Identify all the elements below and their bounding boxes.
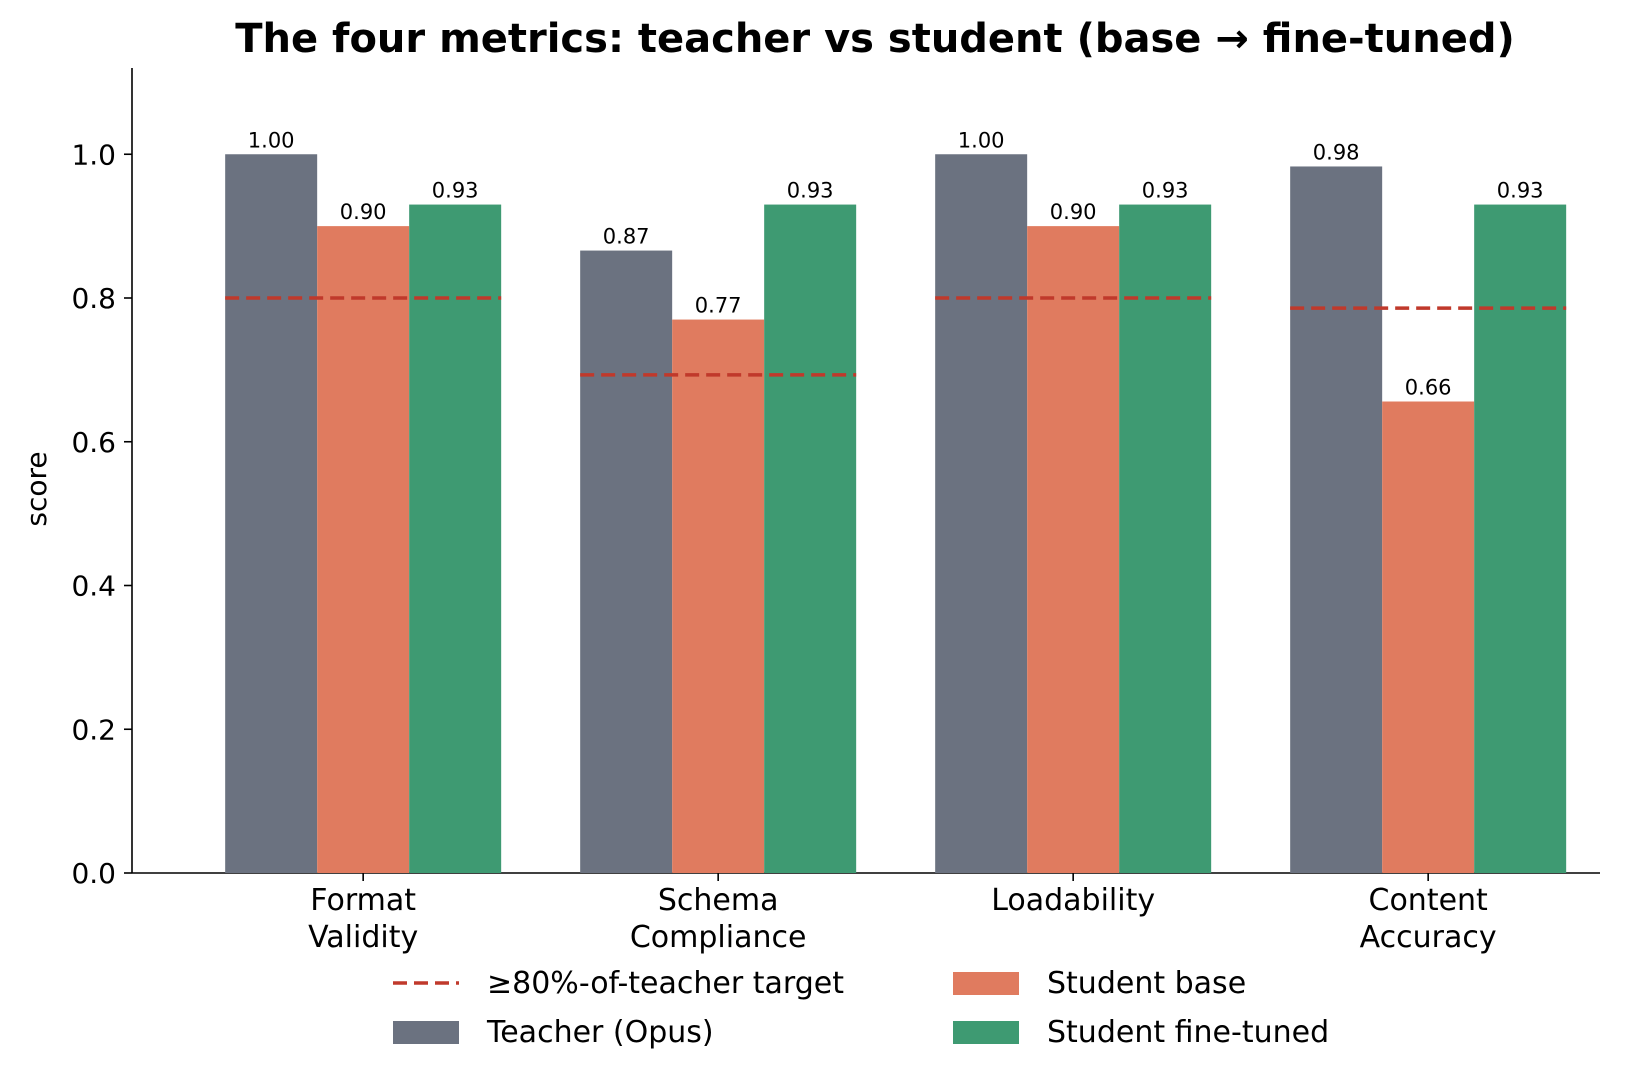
bar — [317, 226, 410, 873]
y-tick-label: 0.0 — [71, 857, 116, 890]
y-axis-label: score — [20, 451, 53, 526]
data-label: 0.93 — [787, 179, 834, 203]
data-label: 0.87 — [603, 225, 650, 249]
y-tick-label: 1.0 — [71, 138, 116, 171]
bar — [580, 250, 673, 873]
legend-label: ≥80%-of-teacher target — [487, 966, 844, 1001]
data-label: 0.90 — [1050, 200, 1097, 224]
legend-swatch — [953, 972, 1019, 995]
plot-area: 0.0 0.2 0.4 0.6 0.8 1.0 1.00 0.90 0.93 FormatVali… — [71, 68, 1600, 955]
legend-label: Student fine-tuned — [1047, 1015, 1329, 1050]
x-tick-label: Compliance — [630, 920, 807, 955]
x-tick-label: Schema — [658, 883, 779, 918]
data-label: 0.93 — [1142, 179, 1189, 203]
bar — [764, 204, 857, 873]
bar — [409, 204, 502, 873]
x-tick-label: Loadability — [991, 883, 1155, 918]
data-label: 0.90 — [340, 200, 387, 224]
x-tick-label: Accuracy — [1360, 920, 1497, 955]
y-tick-label: 0.6 — [71, 426, 116, 459]
bar — [1027, 226, 1120, 873]
data-label: 1.00 — [248, 128, 295, 152]
y-tick-label: 0.8 — [71, 282, 116, 315]
legend-swatch — [393, 1021, 459, 1044]
legend: ≥80%-of-teacher target Student base Teache… — [393, 966, 1329, 1050]
data-label: 0.66 — [1405, 376, 1452, 400]
chart-title: The four metrics: teacher vs student (ba… — [235, 16, 1515, 62]
legend-label: Student base — [1047, 966, 1246, 1001]
data-label: 0.77 — [695, 294, 742, 318]
bar — [1474, 204, 1567, 873]
data-label: 0.93 — [1497, 179, 1544, 203]
bar — [1119, 204, 1212, 873]
bar — [1290, 166, 1383, 873]
bar — [1382, 401, 1475, 873]
x-tick-label: Format — [310, 883, 416, 918]
x-tick-label: Validity — [308, 920, 418, 955]
y-tick-label: 0.2 — [71, 713, 116, 746]
bar — [672, 319, 765, 873]
legend-label: Teacher (Opus) — [486, 1015, 714, 1050]
x-tick-label: Content — [1369, 883, 1489, 918]
data-label: 0.93 — [432, 179, 479, 203]
data-label: 0.98 — [1313, 140, 1360, 164]
data-label: 1.00 — [958, 128, 1005, 152]
legend-swatch — [953, 1021, 1019, 1044]
bar — [935, 154, 1028, 873]
y-tick-label: 0.4 — [71, 570, 116, 603]
bar — [225, 154, 318, 873]
